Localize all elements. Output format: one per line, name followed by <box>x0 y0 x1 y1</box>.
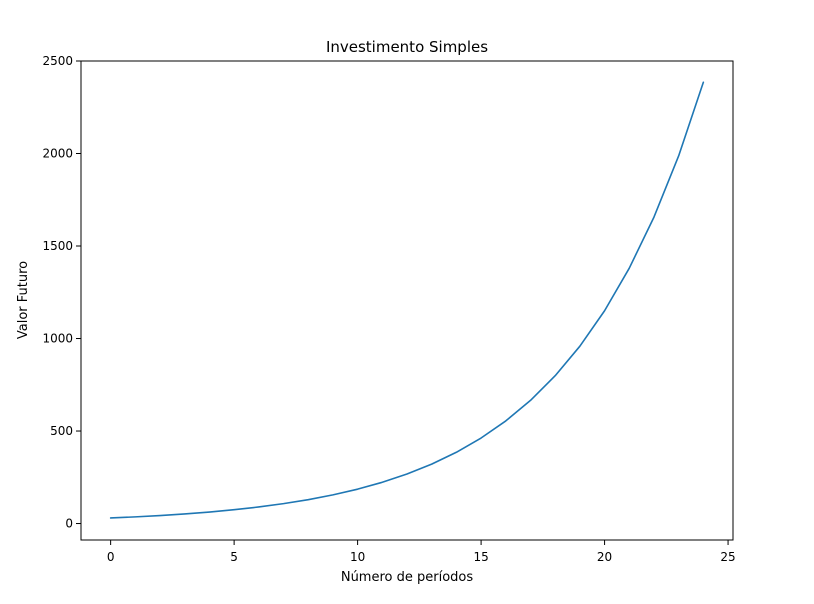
x-tick-label: 5 <box>230 550 238 564</box>
axes-frame <box>80 60 734 541</box>
y-tick-label: 2500 <box>42 54 73 68</box>
series-group <box>109 81 705 519</box>
x-tick-label: 25 <box>720 550 735 564</box>
x-axis-label: Número de períodos <box>341 570 474 585</box>
y-axis-label: Valor Futuro <box>16 261 31 339</box>
y-tick-label: 500 <box>50 424 73 438</box>
chart-title: Investimento Simples <box>326 38 488 56</box>
y-tick-label: 0 <box>65 517 73 531</box>
x-tick-label: 15 <box>473 550 488 564</box>
y-tick-label: 1500 <box>42 239 73 253</box>
x-axis-ticks: 0 5 10 15 20 25 <box>107 540 736 564</box>
x-tick-label: 20 <box>597 550 612 564</box>
x-tick-label: 0 <box>107 550 115 564</box>
y-tick-label: 2000 <box>42 147 73 161</box>
y-axis-ticks: 0 500 1000 1500 2000 2500 <box>42 54 81 531</box>
x-tick-label: 10 <box>350 550 365 564</box>
y-tick-label: 1000 <box>42 332 73 346</box>
series-line-0 <box>109 81 705 519</box>
